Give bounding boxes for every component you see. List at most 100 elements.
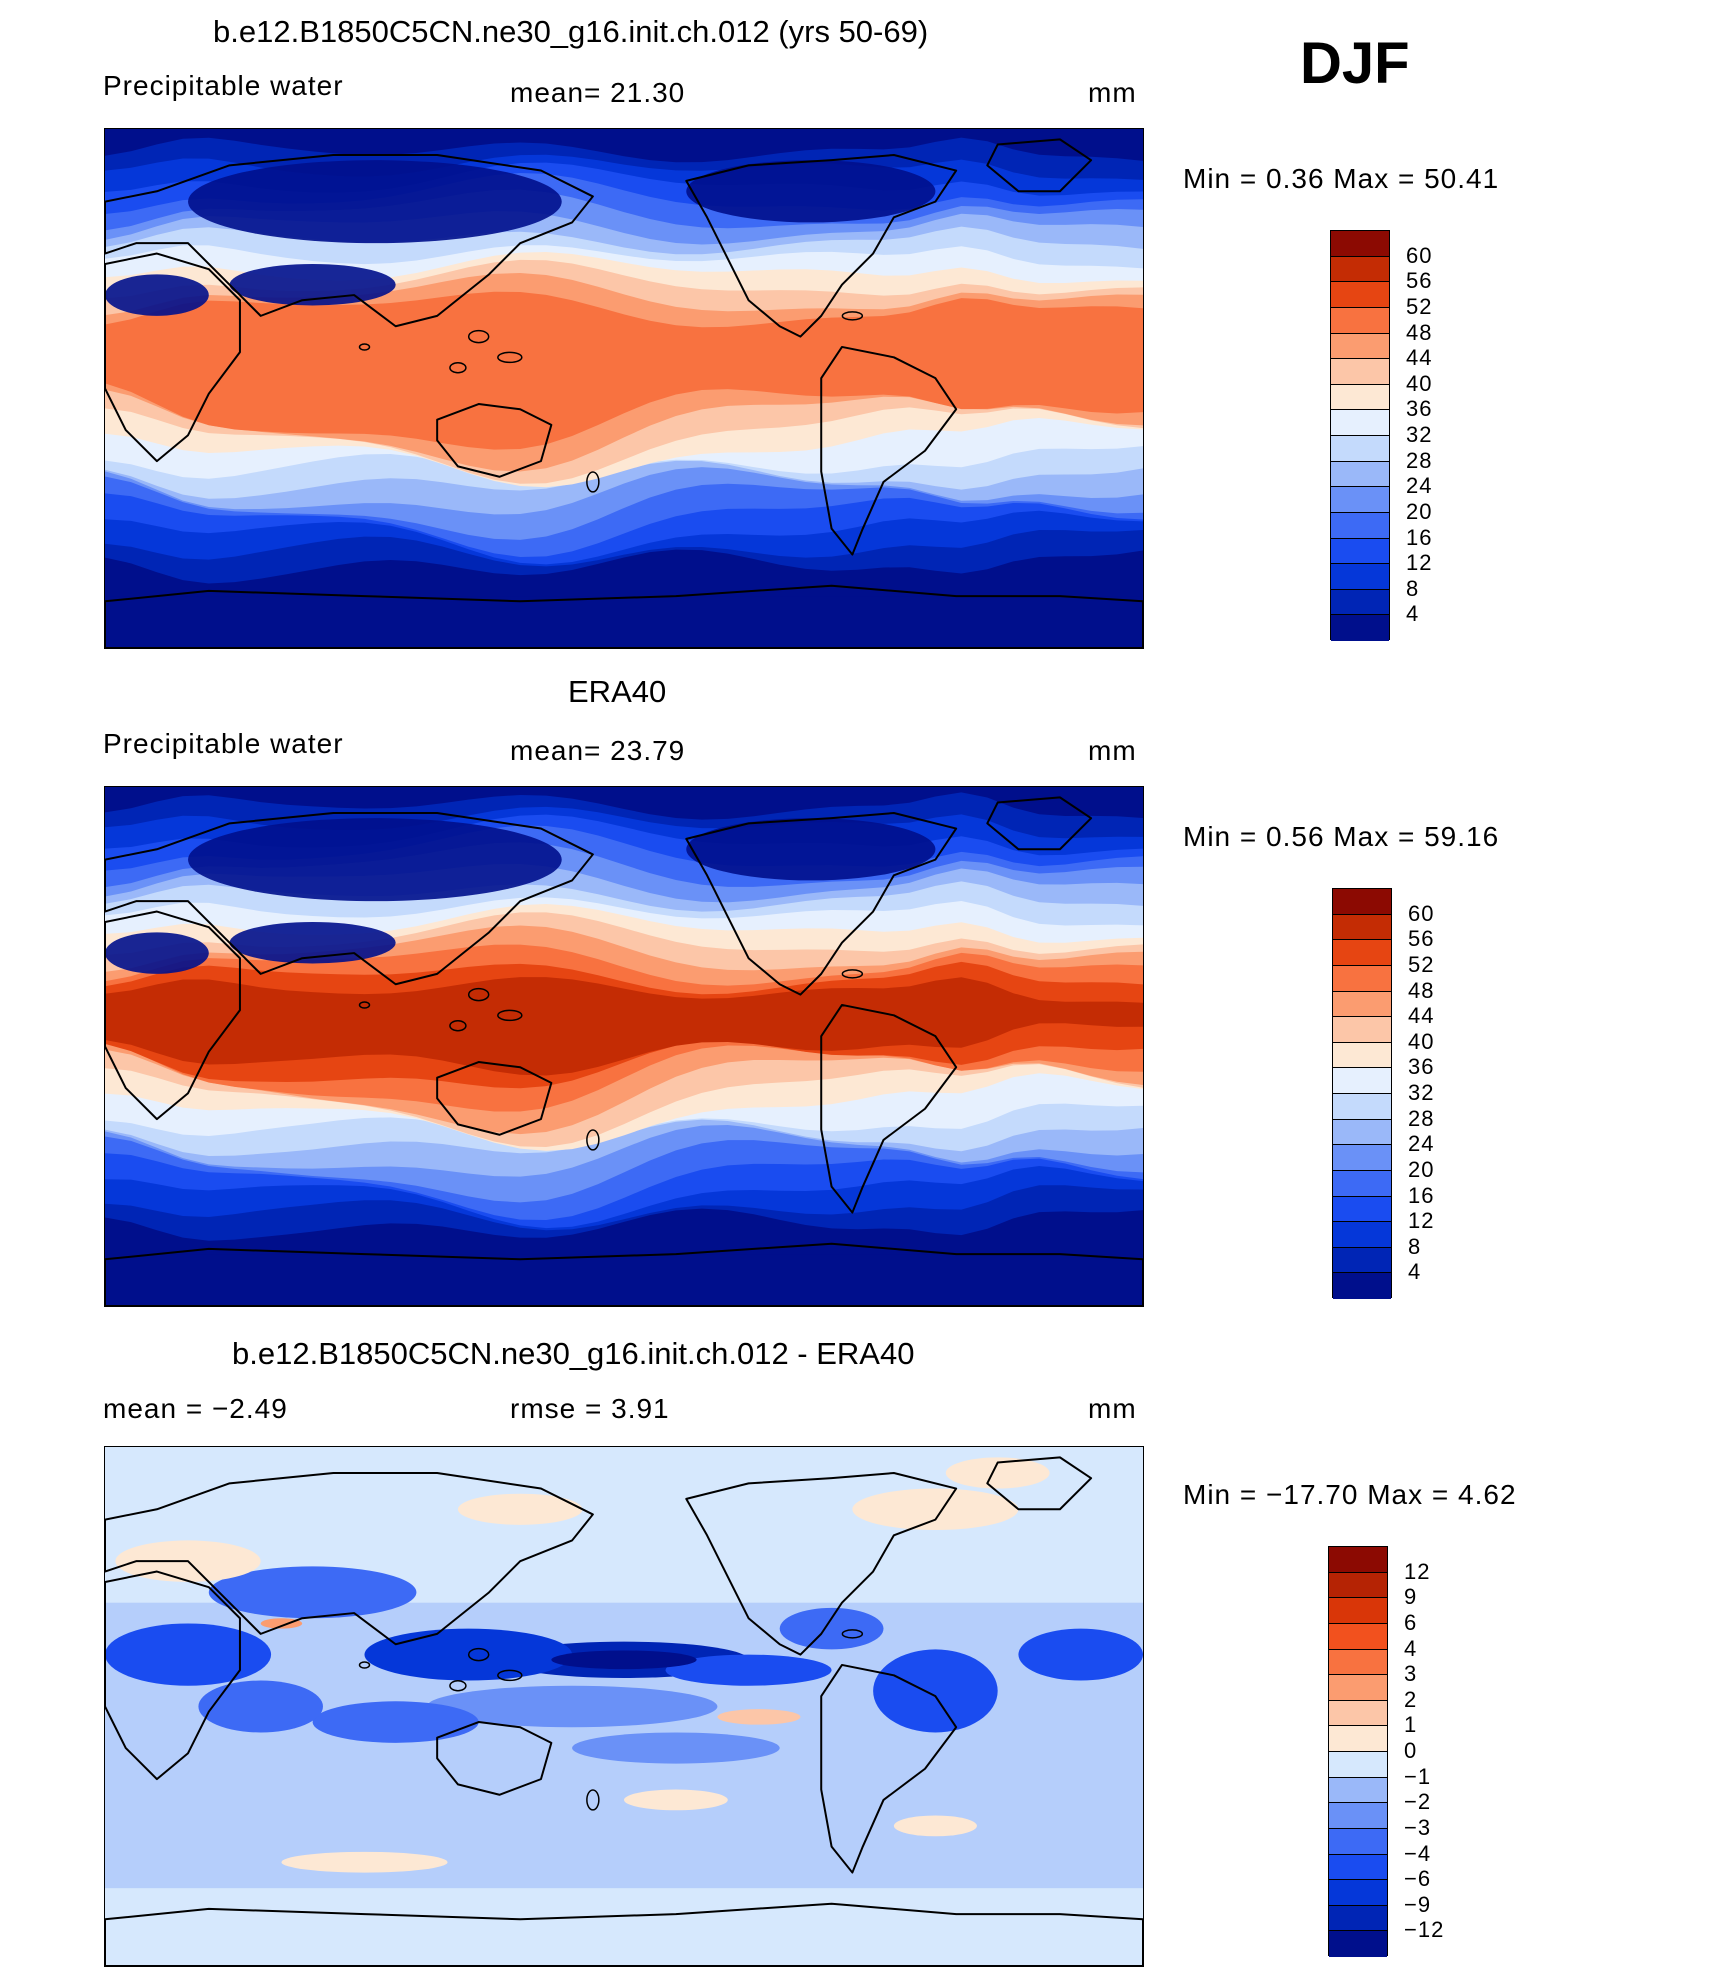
colorbar-tick-label: 24	[1408, 1131, 1435, 1157]
colorbar-segment	[1333, 1145, 1391, 1171]
colorbar-tick-label: 36	[1406, 396, 1433, 422]
colorbar-tick-label: 52	[1406, 293, 1433, 319]
colorbar-segment	[1329, 1649, 1387, 1676]
colorbar-segment	[1333, 1068, 1391, 1094]
colorbar-segment	[1333, 889, 1391, 915]
colorbar-tick-label: 4	[1404, 1635, 1418, 1661]
colorbar-tick-label: 48	[1408, 977, 1435, 1003]
colorbar-tick-label: 56	[1406, 268, 1433, 294]
panel-3-minmax: Min = −17.70 Max = 4.62	[1183, 1479, 1517, 1510]
colorbar-segment	[1331, 359, 1389, 385]
colorbar-segment	[1333, 1094, 1391, 1120]
colorbar-tick-label: 2	[1404, 1686, 1418, 1712]
colorbar-segment	[1329, 1752, 1387, 1778]
colorbar-tick-label: 20	[1406, 498, 1433, 524]
colorbar-tick-label: 4	[1408, 1259, 1422, 1285]
panel-3-rmse: rmse = 3.91	[510, 1393, 670, 1424]
panel-3-mean: mean = −2.49	[103, 1393, 288, 1424]
panel-3-units: mm	[1088, 1393, 1137, 1424]
colorbar-tick-label: −3	[1404, 1814, 1432, 1840]
colorbar-tick-label: 28	[1408, 1105, 1435, 1131]
colorbar-segment	[1329, 1905, 1387, 1932]
colorbar-segment	[1329, 1675, 1387, 1701]
colorbar-segment	[1333, 1247, 1391, 1274]
panel-1-variable: Precipitable water	[103, 70, 344, 101]
colorbar-segment	[1331, 512, 1389, 539]
colorbar-tick-label: 0	[1404, 1738, 1418, 1763]
colorbar-segment	[1329, 1547, 1387, 1573]
colorbar-tick-label: 8	[1406, 575, 1420, 601]
colorbar-segment	[1329, 1623, 1387, 1650]
panel-3-title: b.e12.B1850C5CN.ne30_g16.init.ch.012 - E…	[232, 1336, 915, 1371]
colorbar-segment	[1331, 589, 1389, 616]
panel-2-units: mm	[1088, 735, 1137, 766]
colorbar-segment	[1329, 1598, 1387, 1624]
colorbar-tick-label: 4	[1406, 601, 1420, 627]
colorbar-segment	[1331, 461, 1389, 488]
colorbar-segment	[1333, 940, 1391, 966]
colorbar-tick-label: 1	[1404, 1712, 1418, 1738]
colorbar-segment	[1333, 1042, 1391, 1069]
colorbar-segment	[1333, 1273, 1391, 1299]
colorbar-segment	[1329, 1726, 1387, 1752]
panel-3-map	[104, 1446, 1144, 1967]
colorbar-segment	[1333, 914, 1391, 941]
colorbar-segment	[1331, 410, 1389, 436]
colorbar-tick-label: −9	[1404, 1891, 1432, 1917]
colorbar-tick-label: 6	[1404, 1609, 1418, 1635]
colorbar-segment	[1333, 1222, 1391, 1248]
colorbar-segment	[1333, 965, 1391, 992]
colorbar-tick-label: 40	[1408, 1028, 1435, 1054]
panel-1-minmax: Min = 0.36 Max = 50.41	[1183, 163, 1500, 194]
colorbar-segment	[1333, 1196, 1391, 1223]
panel-2-colorbar	[1332, 888, 1392, 1299]
colorbar-tick-label: 20	[1408, 1156, 1435, 1182]
colorbar-tick-label: 24	[1406, 473, 1433, 499]
colorbar-segment	[1329, 1854, 1387, 1881]
colorbar-tick-label: 36	[1408, 1054, 1435, 1080]
panel-1-map	[104, 128, 1144, 649]
colorbar-segment	[1333, 991, 1391, 1018]
colorbar-tick-label: 40	[1406, 370, 1433, 396]
colorbar-segment	[1331, 615, 1389, 641]
panel-2-mean: mean= 23.79	[510, 735, 686, 766]
colorbar-tick-label: 60	[1408, 900, 1435, 926]
colorbar-tick-label: 60	[1406, 242, 1433, 268]
colorbar-tick-label: 9	[1404, 1584, 1418, 1610]
colorbar-tick-label: 12	[1406, 550, 1433, 576]
colorbar-segment	[1331, 307, 1389, 334]
colorbar-tick-label: −4	[1404, 1840, 1432, 1866]
colorbar-tick-label: 8	[1408, 1233, 1422, 1259]
colorbar-segment	[1331, 487, 1389, 513]
colorbar-segment	[1329, 1931, 1387, 1957]
colorbar-tick-label: 56	[1408, 926, 1435, 952]
colorbar-tick-label: 12	[1408, 1208, 1435, 1234]
colorbar-tick-label: 28	[1406, 447, 1433, 473]
panel-1-title: b.e12.B1850C5CN.ne30_g16.init.ch.012 (yr…	[213, 14, 929, 49]
colorbar-segment	[1329, 1803, 1387, 1829]
colorbar-segment	[1331, 333, 1389, 360]
season-label: DJF	[1300, 31, 1410, 96]
colorbar-tick-label: −2	[1404, 1789, 1432, 1815]
panel-1-mean: mean= 21.30	[510, 77, 686, 108]
colorbar-tick-label: 16	[1408, 1182, 1435, 1208]
panel-3-colorbar	[1328, 1546, 1388, 1957]
panel-2-minmax: Min = 0.56 Max = 59.16	[1183, 821, 1500, 852]
colorbar-tick-label: 44	[1406, 345, 1433, 371]
panel-2-title: ERA40	[568, 674, 667, 709]
panel-3-map-svg	[105, 1447, 1143, 1966]
colorbar-segment	[1331, 384, 1389, 411]
colorbar-tick-label: 12	[1404, 1558, 1431, 1584]
colorbar-segment	[1329, 1700, 1387, 1727]
panel-2-map	[104, 786, 1144, 1307]
colorbar-segment	[1329, 1572, 1387, 1599]
panel-2-variable: Precipitable water	[103, 728, 344, 759]
colorbar-tick-label: 52	[1408, 951, 1435, 977]
colorbar-segment	[1331, 256, 1389, 283]
colorbar-tick-label: 32	[1408, 1080, 1435, 1105]
panel-1-map-svg	[105, 129, 1143, 648]
panel-1-colorbar	[1330, 230, 1390, 641]
colorbar-segment	[1333, 1170, 1391, 1197]
colorbar-segment	[1331, 282, 1389, 308]
colorbar-segment	[1333, 1119, 1391, 1146]
